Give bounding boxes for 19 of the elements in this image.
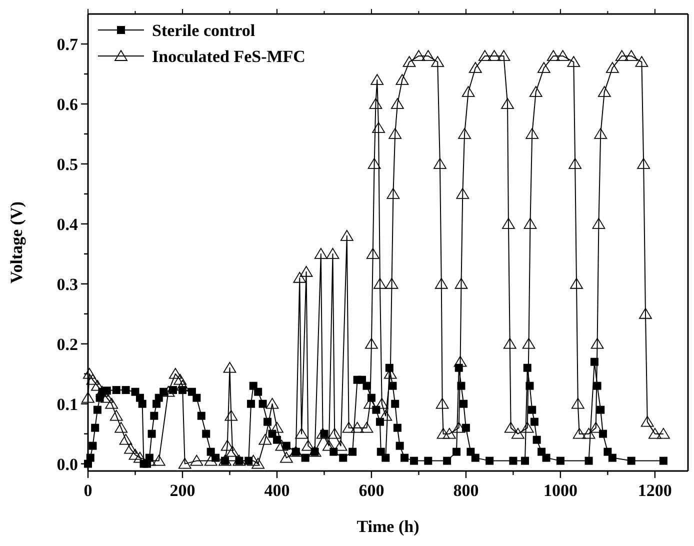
x-tick-label: 200 xyxy=(170,481,196,500)
y-axis-title: Voltage (V) xyxy=(7,202,26,284)
y-tick-label: 0.2 xyxy=(56,334,78,354)
y-tick-label: 0.4 xyxy=(56,214,78,234)
x-tick-label: 800 xyxy=(453,481,479,500)
x-tick-label: 0 xyxy=(84,481,92,500)
y-tick-label: 0.0 xyxy=(56,454,78,474)
y-tick-label: 0.5 xyxy=(56,154,78,174)
legend-label: Inoculated FeS-MFC xyxy=(152,46,306,66)
x-tick-label: 1200 xyxy=(638,481,672,500)
x-tick-label: 600 xyxy=(358,481,384,500)
y-tick-label: 0.1 xyxy=(56,394,78,414)
x-tick-label: 1000 xyxy=(543,481,578,500)
legend-label: Sterile control xyxy=(152,20,256,40)
x-axis-title: Time (h) xyxy=(356,517,420,536)
y-tick-label: 0.3 xyxy=(56,274,78,294)
x-tick-label: 400 xyxy=(264,481,290,500)
y-tick-label: 0.6 xyxy=(56,94,78,114)
y-tick-label: 0.7 xyxy=(56,34,78,54)
